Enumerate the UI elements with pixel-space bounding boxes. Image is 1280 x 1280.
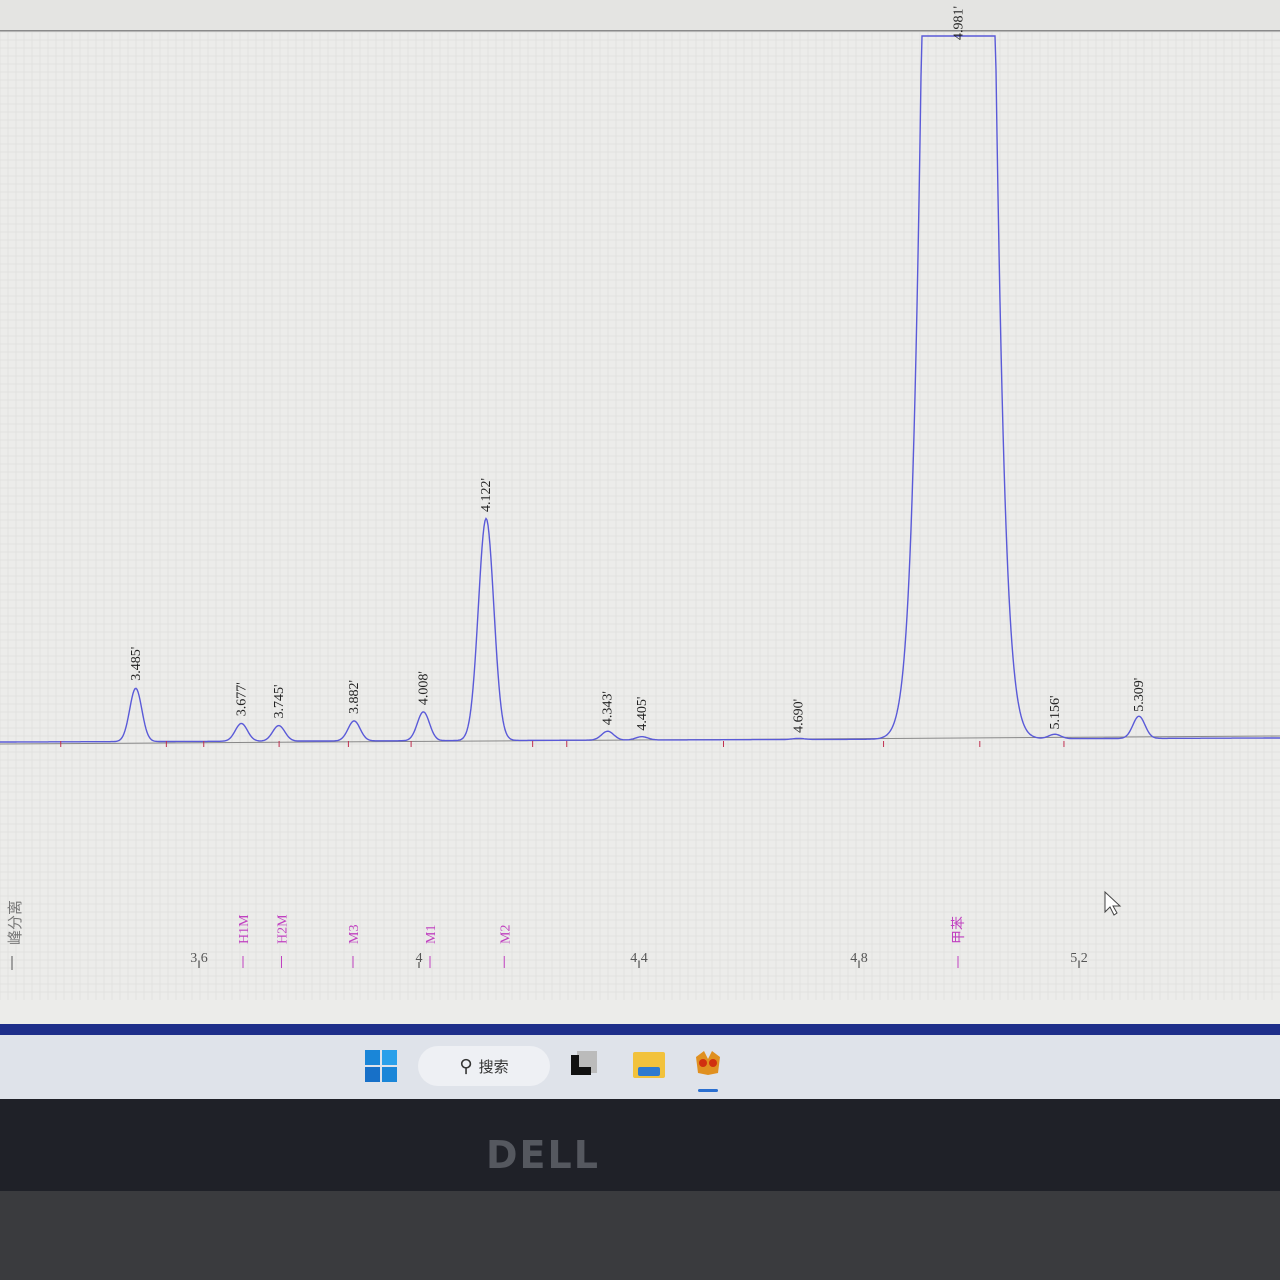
x-tick-label: 3.6 — [190, 951, 208, 966]
active-indicator — [698, 1089, 718, 1092]
start-icon[interactable] — [364, 1049, 398, 1085]
search-icon: ⚲ — [459, 1055, 473, 1077]
peak-label: 4.690' — [792, 699, 807, 733]
reference-marker-label: 甲苯 — [950, 916, 967, 944]
chromatogram: 3.485' 3.677' 3.745' 3.882' 4.008' 4.122' 4.34… — [0, 5, 1280, 1000]
monitor-logo: DELL — [486, 1133, 600, 1177]
x-tick-label: 4 — [416, 951, 423, 966]
file-explorer-icon[interactable] — [632, 1049, 666, 1085]
peak-label: 4.343' — [601, 691, 616, 725]
top-toolbar — [0, 0, 1280, 32]
peak-label: 3.677' — [234, 682, 249, 716]
reference-marker-label: H2M — [276, 914, 291, 944]
peak-label: 3.882' — [347, 680, 362, 714]
reference-marker-label: M2 — [498, 925, 513, 944]
monitor-bezel — [0, 1099, 1280, 1191]
search-box[interactable]: ⚲ 搜索 — [418, 1046, 550, 1086]
grid — [0, 31, 1280, 1000]
left-label: 峰分离 — [6, 900, 24, 945]
desk-background — [0, 1191, 1280, 1280]
peak-label: 4.008' — [416, 671, 431, 705]
app-icon[interactable] — [692, 1049, 724, 1085]
reference-marker-label: H1M — [237, 914, 252, 944]
x-tick-label: 4.8 — [850, 951, 868, 966]
taskbar: ⚲ 搜索 — [0, 1035, 1280, 1099]
task-view-icon[interactable] — [569, 1049, 599, 1085]
peak-label: 3.485' — [129, 647, 144, 681]
peak-label: 4.122' — [479, 478, 494, 512]
peak-label: 4.405' — [635, 697, 650, 731]
peak-label: 5.309' — [1132, 678, 1147, 712]
peak-label: 5.156' — [1048, 696, 1063, 730]
peak-label: 4.981' — [952, 6, 967, 40]
reference-marker-label: M1 — [424, 925, 439, 944]
screen: 3.485' 3.677' 3.745' 3.882' 4.008' 4.122' 4.34… — [0, 0, 1280, 1026]
chromatogram-trace — [0, 35, 1280, 743]
window-border — [0, 1024, 1280, 1035]
peak-label: 3.745' — [272, 684, 287, 718]
x-tick-label: 5.2 — [1070, 951, 1088, 966]
search-label: 搜索 — [478, 1057, 509, 1076]
mouse-cursor-icon — [1104, 890, 1122, 916]
reference-marker-label: M3 — [347, 925, 362, 944]
x-tick-label: 4.4 — [630, 951, 648, 966]
